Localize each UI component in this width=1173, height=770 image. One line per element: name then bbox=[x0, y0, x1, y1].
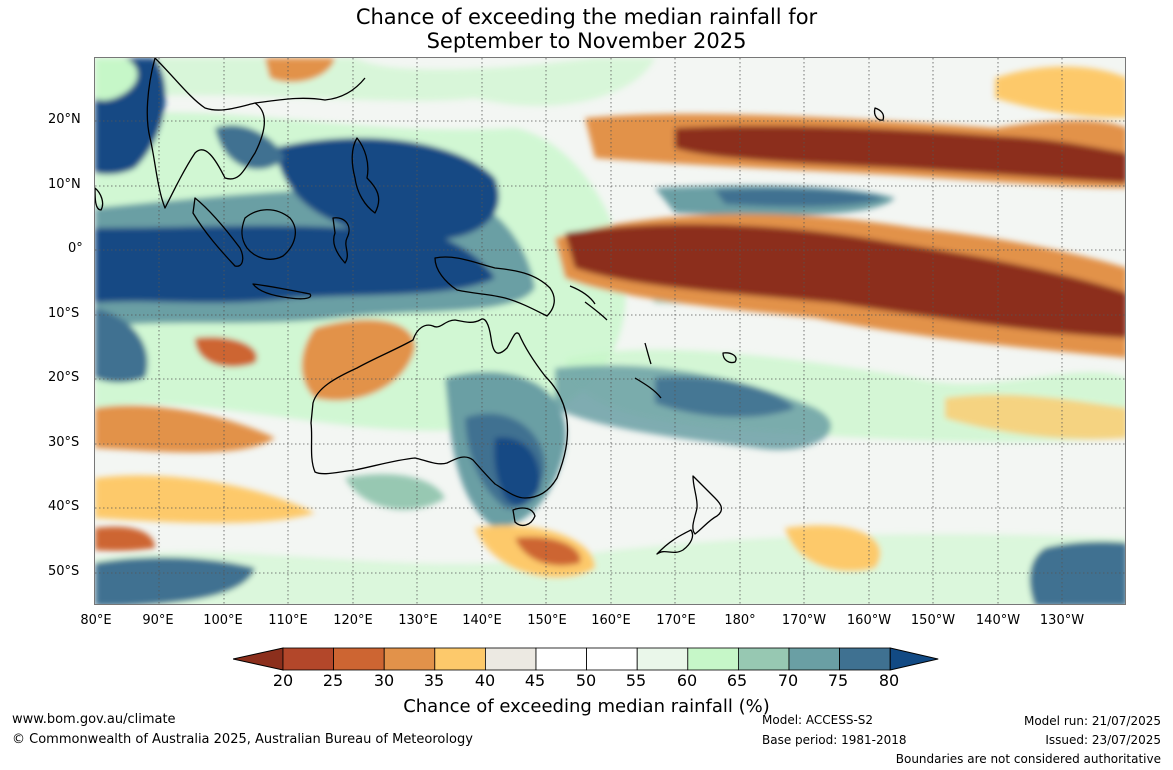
map-gridlines bbox=[95, 58, 1125, 604]
lon-label-120e: 120°E bbox=[333, 613, 373, 628]
colorbar-tick-80: 80 bbox=[878, 671, 900, 690]
colorbar-segment bbox=[383, 647, 436, 671]
colorbar-segment bbox=[434, 647, 486, 671]
rainfall-map bbox=[94, 57, 1126, 605]
footer-base-period: Base period: 1981-2018 bbox=[762, 733, 907, 747]
new-zealand-north-island bbox=[692, 475, 723, 535]
footer-model-run: Model run: 21/07/2025 bbox=[1023, 714, 1161, 728]
lat-label-0: 0° bbox=[68, 241, 83, 256]
colorbar-extend-low bbox=[233, 647, 284, 671]
borneo-coast bbox=[241, 209, 296, 260]
colorbar bbox=[233, 647, 939, 671]
lat-label-30s: 30°S bbox=[48, 435, 80, 450]
rainfall-field bbox=[95, 58, 1125, 604]
lat-label-20n: 20°N bbox=[48, 112, 81, 127]
lon-label-150e: 150°E bbox=[527, 613, 567, 628]
colorbar-segment bbox=[333, 647, 385, 671]
colorbar-segment bbox=[636, 647, 689, 671]
colorbar-segment bbox=[737, 647, 790, 671]
lon-label-150w: 150°W bbox=[910, 613, 956, 628]
new-caledonia bbox=[634, 377, 662, 399]
lon-label-160w: 160°W bbox=[846, 613, 892, 628]
java-coast bbox=[252, 283, 312, 300]
colorbar-tick-75: 75 bbox=[827, 671, 849, 690]
colorbar-segment bbox=[839, 647, 891, 671]
hawaii-islands bbox=[873, 107, 885, 121]
colorbar-segment bbox=[586, 647, 638, 671]
lon-label-90e: 90°E bbox=[142, 613, 174, 628]
se-asia-coast bbox=[146, 58, 266, 209]
lon-label-140e: 140°E bbox=[462, 613, 502, 628]
colorbar-segment bbox=[282, 647, 334, 671]
footer-url: www.bom.gov.au/climate bbox=[12, 712, 176, 727]
colorbar-tick-45: 45 bbox=[524, 671, 546, 690]
sulawesi-coast bbox=[332, 217, 350, 264]
lat-label-10s: 10°S bbox=[48, 306, 80, 321]
lat-label-10n: 10°N bbox=[48, 177, 81, 192]
lat-label-40s: 40°S bbox=[48, 499, 80, 514]
colorbar-tick-70: 70 bbox=[777, 671, 799, 690]
lon-label-80e: 80°E bbox=[80, 613, 112, 628]
colorbar-segment bbox=[535, 647, 587, 671]
footer-issued: Issued: 23/07/2025 bbox=[1045, 733, 1161, 747]
sumatra-coast bbox=[192, 197, 244, 267]
new-zealand-south-island bbox=[656, 529, 694, 555]
tasmania-coast bbox=[512, 507, 536, 527]
colorbar-segment bbox=[484, 647, 537, 671]
colorbar-tick-55: 55 bbox=[625, 671, 647, 690]
lon-label-170w: 170°W bbox=[781, 613, 827, 628]
footer-model: Model: ACCESS-S2 bbox=[762, 713, 874, 727]
title-line-2: September to November 2025 bbox=[426, 29, 747, 53]
coastlines bbox=[95, 58, 885, 555]
lon-label-180: 180° bbox=[724, 613, 756, 628]
colorbar-tick-60: 60 bbox=[676, 671, 698, 690]
footer-boundaries: Boundaries are not considered authoritat… bbox=[895, 752, 1161, 766]
rainfall-map-svg bbox=[95, 58, 1125, 604]
colorbar-segment bbox=[788, 647, 840, 671]
sri-lanka bbox=[95, 187, 104, 211]
lon-label-140w: 140°W bbox=[975, 613, 1021, 628]
lon-label-110e: 110°E bbox=[268, 613, 308, 628]
colorbar-tick-50: 50 bbox=[575, 671, 597, 690]
colorbar-tick-25: 25 bbox=[322, 671, 344, 690]
colorbar-tick-40: 40 bbox=[474, 671, 496, 690]
new-guinea-coast bbox=[434, 256, 555, 317]
colorbar-tick-65: 65 bbox=[726, 671, 748, 690]
colorbar-tick-30: 30 bbox=[373, 671, 395, 690]
lon-label-160e: 160°E bbox=[591, 613, 631, 628]
australia-coast bbox=[310, 318, 569, 499]
footer-copyright: © Commonwealth of Australia 2025, Austra… bbox=[12, 732, 473, 747]
fiji-islands bbox=[722, 352, 737, 364]
colorbar-segment bbox=[687, 647, 739, 671]
lon-label-100e: 100°E bbox=[203, 613, 243, 628]
lat-label-50s: 50°S bbox=[48, 564, 80, 579]
solomon-islands bbox=[569, 285, 608, 321]
lon-label-130e: 130°E bbox=[398, 613, 438, 628]
lon-label-130w: 130°W bbox=[1039, 613, 1085, 628]
colorbar-label: Chance of exceeding median rainfall (%) bbox=[403, 696, 770, 717]
colorbar-tick-35: 35 bbox=[423, 671, 445, 690]
lat-label-20s: 20°S bbox=[48, 370, 80, 385]
lon-label-170e: 170°E bbox=[656, 613, 696, 628]
philippines-coast bbox=[351, 137, 380, 214]
colorbar-extend-high bbox=[889, 647, 939, 671]
vanuatu-islands bbox=[644, 342, 652, 365]
colorbar-tick-20: 20 bbox=[272, 671, 294, 690]
title-line-1: Chance of exceeding the median rainfall … bbox=[355, 5, 818, 29]
